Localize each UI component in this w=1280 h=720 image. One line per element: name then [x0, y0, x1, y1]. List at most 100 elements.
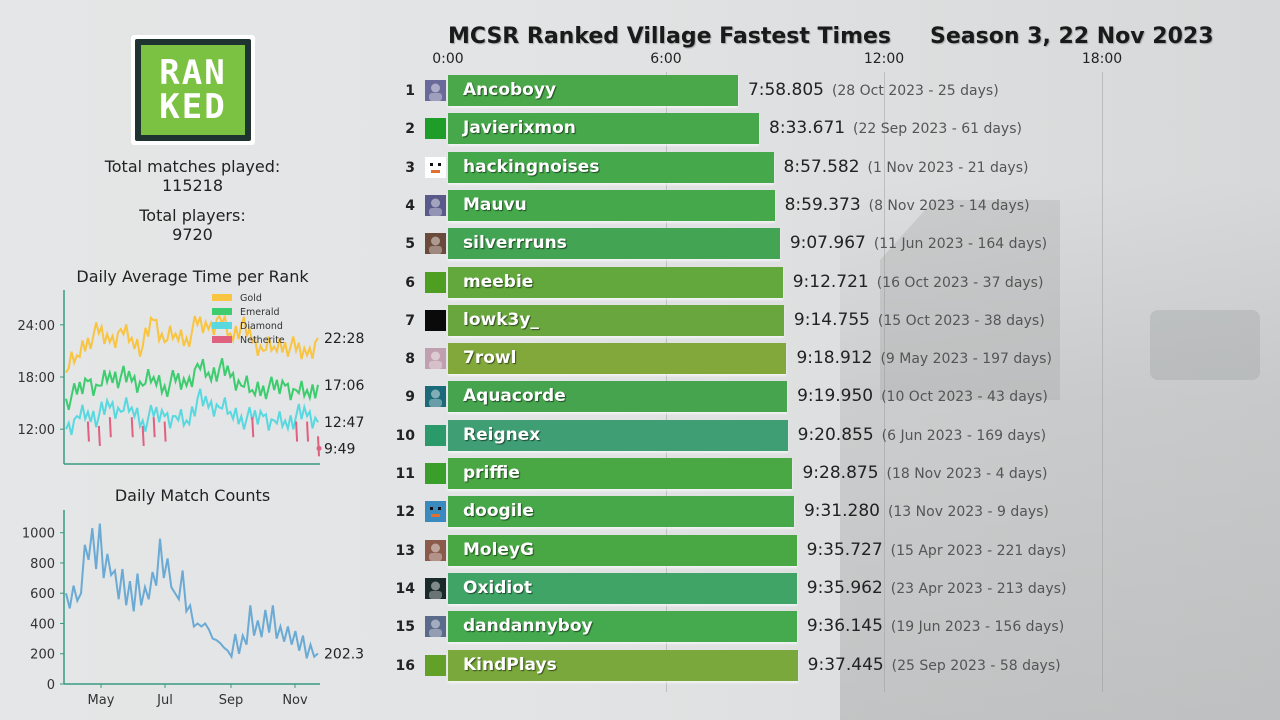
player-name: Ancoboyy — [463, 80, 557, 100]
record-date: (15 Apr 2023 - 221 days) — [890, 542, 1067, 559]
time-bar[interactable]: 7rowl — [448, 343, 787, 375]
rank-number: 5 — [405, 236, 415, 253]
x-tick-label: Nov — [282, 693, 308, 708]
player-name: Mauvu — [463, 194, 527, 215]
time-bar[interactable]: doogile — [448, 496, 794, 528]
record-date: (1 Nov 2023 - 21 days) — [867, 159, 1029, 176]
time-bar[interactable]: priffie — [448, 458, 793, 489]
background-house — [880, 200, 1060, 400]
record-date: (23 Apr 2023 - 213 days) — [890, 580, 1067, 597]
series-line-diamond — [65, 388, 319, 436]
time-bar[interactable]: dandannyboy — [448, 611, 797, 643]
best-time: 8:57.582 — [783, 156, 860, 177]
player-name: Oxidiot — [463, 577, 533, 598]
player-avatar-icon — [425, 348, 446, 370]
best-time: 9:07.967 — [789, 233, 866, 254]
record-date: (13 Nov 2023 - 9 days) — [887, 504, 1049, 521]
record-date: (8 Nov 2023 - 14 days) — [868, 197, 1030, 214]
y-tick-label: 800 — [30, 557, 55, 572]
player-avatar-icon — [425, 463, 446, 484]
rank-number: 9 — [405, 389, 415, 406]
leaderboard-row: 3 hackingnoises 8:57.582 (1 Nov 2023 - 2… — [390, 151, 1280, 184]
time-bar[interactable]: meebie — [448, 266, 783, 298]
best-time: 9:35.727 — [806, 539, 883, 560]
player-avatar-icon — [425, 309, 446, 331]
record-date: (11 Jun 2023 - 164 days) — [873, 236, 1048, 253]
x-tick-label: Jul — [156, 693, 173, 708]
rank-number: 14 — [395, 580, 415, 597]
record-date: (22 Sep 2023 - 61 days) — [853, 121, 1022, 138]
logo-line-1: RAN — [159, 53, 227, 93]
rank-number: 3 — [405, 159, 415, 176]
rank-number: 11 — [395, 466, 415, 482]
total-players-label: Total players: — [139, 206, 246, 225]
player-avatar-icon — [425, 118, 446, 140]
x-tick-label: 0:00 — [432, 51, 464, 67]
time-bar[interactable]: Javierixmon — [448, 113, 760, 145]
time-bar[interactable]: Mauvu — [448, 189, 775, 221]
leaderboard-row: 4 Mauvu 8:59.373 (8 Nov 2023 - 14 days) — [390, 189, 1280, 222]
rank-number: 16 — [395, 657, 415, 674]
match-count-line — [65, 523, 319, 660]
time-bar[interactable]: lowk3y_ — [448, 304, 784, 336]
x-tick-label: May — [88, 693, 115, 708]
best-time: 9:36.145 — [806, 616, 883, 637]
time-bar[interactable]: Reignex — [448, 419, 788, 451]
background-tree — [1150, 310, 1260, 380]
y-tick-label: 1000 — [22, 527, 55, 542]
time-bar[interactable]: hackingnoises — [448, 151, 774, 183]
best-time: 9:19.950 — [797, 386, 874, 407]
y-tick-label: 24:00 — [18, 319, 55, 334]
rank-number: 1 — [405, 83, 415, 99]
avg-time-chart-title: Daily Average Time per Rank — [76, 267, 309, 286]
record-date: (10 Oct 2023 - 43 days) — [881, 389, 1048, 406]
record-date: (18 Nov 2023 - 4 days) — [886, 466, 1048, 482]
record-date: (15 Oct 2023 - 38 days) — [877, 312, 1045, 329]
rank-number: 15 — [395, 619, 415, 636]
record-date: (6 Jun 2023 - 169 days) — [881, 427, 1047, 444]
rank-number: 2 — [405, 121, 415, 138]
player-name: hackingnoises — [463, 156, 600, 177]
time-bar[interactable]: silverrruns — [448, 228, 780, 260]
left-panel: RAN KED Total matches played: 115218 Tot… — [0, 0, 385, 720]
player-name: KindPlays — [463, 654, 557, 675]
x-tick-label: 6:00 — [650, 51, 682, 67]
player-avatar-icon — [425, 424, 446, 446]
player-name: dandannyboy — [463, 616, 593, 637]
leaderboard-row: 10 Reignex 9:20.855 (6 Jun 2023 - 169 da… — [390, 419, 1280, 452]
leaderboard-row: 16 KindPlays 9:37.445 (25 Sep 2023 - 58 … — [390, 649, 1280, 682]
leaderboard-row: 13 MoleyG 9:35.727 (15 Apr 2023 - 221 da… — [390, 534, 1280, 567]
time-bar[interactable]: MoleyG — [448, 534, 797, 566]
time-bar[interactable]: Oxidiot — [448, 572, 797, 604]
y-tick-label: 400 — [30, 617, 55, 632]
leaderboard-row: 15 dandannyboy 9:36.145 (19 Jun 2023 - 1… — [390, 611, 1280, 643]
logo-line-2: KED — [159, 87, 227, 127]
end-value-label: 202.3 — [324, 646, 364, 662]
time-bar[interactable]: KindPlays — [448, 649, 798, 681]
total-matches-label: Total matches played: — [104, 157, 281, 176]
player-name: Aquacorde — [463, 386, 566, 407]
rank-number: 6 — [405, 274, 415, 291]
x-tick-label: 18:00 — [1081, 51, 1123, 67]
best-time: 9:12.721 — [792, 271, 869, 292]
y-tick-label: 0 — [47, 678, 55, 693]
player-avatar-icon — [425, 156, 446, 178]
record-date: (16 Oct 2023 - 37 days) — [876, 274, 1044, 291]
chart-title: MCSR Ranked Village Fastest Times — [448, 24, 892, 49]
leaderboard-row: 8 7rowl 9:18.912 (9 May 2023 - 197 days) — [390, 343, 1280, 375]
player-avatar-icon — [425, 501, 446, 523]
leaderboard-row: 1 Ancoboyy 7:58.805 (28 Oct 2023 - 25 da… — [390, 75, 1280, 107]
time-bar[interactable]: Aquacorde — [448, 381, 788, 413]
player-avatar-icon — [425, 654, 446, 676]
leaderboard-row: 2 Javierixmon 8:33.671 (22 Sep 2023 - 61… — [390, 113, 1280, 145]
rank-number: 7 — [405, 312, 415, 329]
x-tick-label: 12:00 — [863, 51, 905, 67]
best-time: 8:33.671 — [769, 118, 846, 139]
best-time: 9:28.875 — [802, 463, 879, 483]
player-name: silverrruns — [463, 233, 567, 254]
best-time: 9:14.755 — [793, 309, 870, 330]
player-name: MoleyG — [463, 539, 534, 560]
player-name: Reignex — [463, 424, 541, 445]
time-bar[interactable]: Ancoboyy — [448, 75, 738, 106]
end-value-label: 9:49 — [324, 441, 355, 457]
